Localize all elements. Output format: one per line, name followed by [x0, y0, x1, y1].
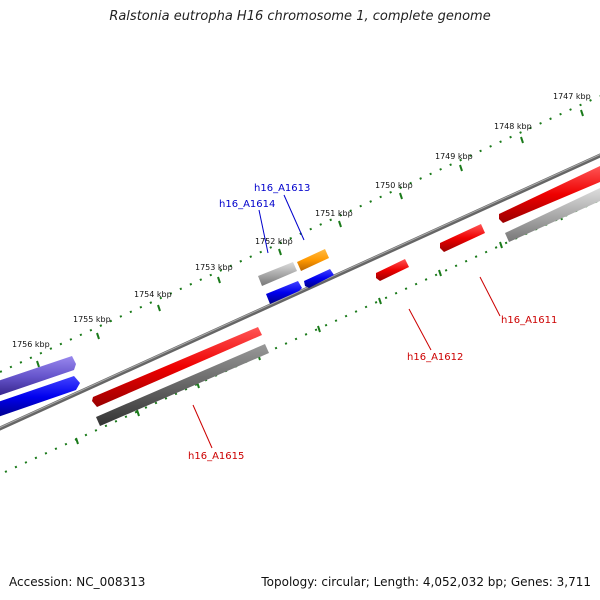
genome-backbone	[0, 153, 600, 431]
outer-tick-track	[0, 95, 600, 373]
leader-line	[479, 276, 501, 317]
leader-line	[408, 308, 432, 351]
gene-label[interactable]: h16_A1615	[188, 451, 244, 462]
gene-feature-red[interactable]	[440, 224, 485, 252]
gene-feature-gray[interactable]	[258, 262, 297, 286]
gene-feature-blue[interactable]	[0, 376, 80, 418]
tick-label: 1748 kbp	[494, 122, 532, 131]
gene-label[interactable]: h16_A1611	[501, 315, 557, 326]
gene-feature-gray[interactable]	[505, 188, 600, 242]
tick-label: 1750 kbp	[375, 181, 413, 190]
gene-label[interactable]: h16_A1614	[219, 199, 275, 210]
gene-feature-blue[interactable]	[266, 281, 302, 304]
leader-line	[283, 194, 305, 241]
gene-feature-purple[interactable]	[0, 356, 76, 397]
tick-label: 1756 kbp	[12, 340, 50, 349]
gene-feature-red[interactable]	[376, 259, 409, 281]
gene-label[interactable]: h16_A1613	[254, 183, 310, 194]
gene-feature-blue[interactable]	[304, 269, 334, 288]
gene-feature-orange[interactable]	[297, 249, 329, 271]
tick-label: 1747 kbp	[553, 92, 591, 101]
map-title: Ralstonia eutropha H16 chromosome 1, com…	[109, 9, 491, 24]
leader-line	[258, 209, 269, 254]
gene-feature-red[interactable]	[92, 327, 262, 407]
genome-backbone-highlight	[0, 153, 600, 429]
leader-line	[192, 404, 213, 449]
tick-label: 1754 kbp	[134, 290, 172, 299]
inner-major-ticks	[75, 213, 563, 445]
gene-feature-dark[interactable]	[96, 344, 269, 426]
genome-summary: Topology: circular; Length: 4,052,032 bp…	[261, 575, 591, 589]
outer-major-ticks	[36, 109, 584, 368]
gene-label[interactable]: h16_A1612	[407, 352, 463, 363]
tick-label: 1753 kbp	[195, 263, 233, 272]
gene-feature-red[interactable]	[499, 166, 600, 223]
tick-label: 1751 kbp	[315, 209, 353, 218]
tick-label: 1749 kbp	[435, 152, 473, 161]
tick-label: 1752 kbp	[255, 237, 293, 246]
accession-label: Accession: NC_008313	[9, 575, 146, 589]
tick-label: 1755 kbp	[73, 315, 111, 324]
